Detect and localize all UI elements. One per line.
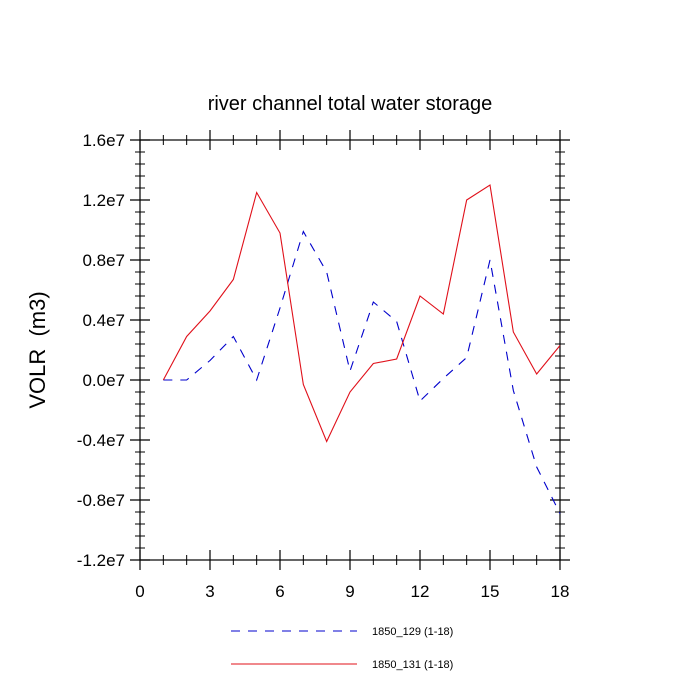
- chart-title: river channel total water storage: [208, 93, 493, 115]
- x-tick-label: 0: [135, 582, 144, 601]
- y-tick-label: 1.6e7: [82, 131, 125, 150]
- series-line-1: [163, 230, 561, 514]
- legend-label: 1850_129 (1-18): [372, 626, 453, 638]
- y-tick-label: -0.4e7: [77, 431, 125, 450]
- x-tick-label: 18: [551, 582, 570, 601]
- x-tick-label: 9: [345, 582, 354, 601]
- series-line-2: [162, 184, 561, 443]
- x-tick-label: 3: [205, 582, 214, 601]
- legend-label: 1850_131 (1-18): [372, 659, 453, 671]
- x-tick-label: 6: [275, 582, 284, 601]
- y-tick-label: -0.8e7: [77, 491, 125, 510]
- y-tick-label: 1.2e7: [82, 191, 125, 210]
- x-tick-label: 15: [481, 582, 500, 601]
- plot-frame: [139, 139, 561, 561]
- legend: 1850_129 (1-18) 1850_131 (1-18): [231, 626, 453, 671]
- y-tick-label: -1.2e7: [77, 551, 125, 570]
- y-axis-label: VOLR (m3): [25, 291, 50, 408]
- y-tick-label: 0.4e7: [82, 311, 125, 330]
- y-tick-label: 0.8e7: [82, 251, 125, 270]
- x-tick-label: 12: [411, 582, 430, 601]
- y-tick-label: 0.0e7: [82, 371, 125, 390]
